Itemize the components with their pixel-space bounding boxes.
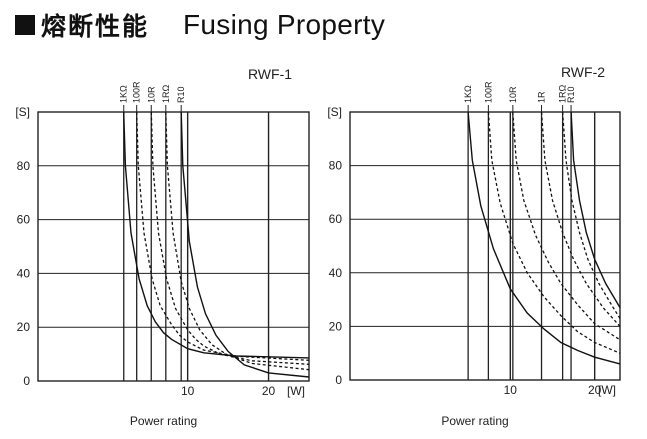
y-unit-label: [S] xyxy=(327,105,342,119)
series-label: 10R xyxy=(146,86,156,103)
y-tick-label: 20 xyxy=(17,320,31,334)
series-label: 1RΩ xyxy=(161,84,171,103)
y-tick-label: 60 xyxy=(329,212,343,226)
y-tick-label: 60 xyxy=(17,213,31,227)
plot-frame xyxy=(349,111,621,381)
y-tick-label: 0 xyxy=(335,373,342,387)
series-curve xyxy=(123,111,310,359)
chart-title: RWF-1 xyxy=(248,66,292,82)
heading: 熔断性能 Fusing Property xyxy=(0,8,385,42)
x-tick-label: 20 xyxy=(588,383,602,397)
x-unit-label: [W] xyxy=(598,383,616,397)
series-label: 10R xyxy=(508,86,518,103)
y-tick-label: 20 xyxy=(329,319,343,333)
y-tick-label: 40 xyxy=(329,266,343,280)
series-curve xyxy=(180,111,310,378)
series-label: R10 xyxy=(566,86,576,103)
heading-en: Fusing Property xyxy=(183,9,386,40)
series-label: 1KΩ xyxy=(463,85,473,103)
y-tick-label: 80 xyxy=(329,159,343,173)
x-tick-label: 20 xyxy=(262,384,276,398)
series-curve xyxy=(487,111,621,354)
x-unit-label: [W] xyxy=(287,384,305,398)
heading-square-icon xyxy=(15,15,35,35)
x-tick-label: 10 xyxy=(504,383,518,397)
x-axis-label: Power rating xyxy=(130,414,197,428)
series-label: 1R xyxy=(537,91,547,103)
series-label: 1RΩ xyxy=(558,84,568,103)
series-curve xyxy=(570,111,621,308)
heading-zh: 熔断性能 xyxy=(41,12,150,41)
x-tick-label: 10 xyxy=(181,384,195,398)
series-label: 100R xyxy=(483,81,493,103)
series-curve xyxy=(467,111,621,365)
series-label: 100R xyxy=(132,81,142,103)
y-tick-label: 40 xyxy=(17,266,31,280)
series-label: R10 xyxy=(176,86,186,103)
series-curve xyxy=(165,111,310,371)
y-tick-label: 80 xyxy=(17,159,31,173)
series-curve xyxy=(561,111,621,319)
plot-frame xyxy=(37,111,310,382)
series-curve xyxy=(150,111,310,365)
y-tick-label: 0 xyxy=(23,374,30,388)
chart-title: RWF-2 xyxy=(561,64,605,80)
series-curve xyxy=(512,111,621,341)
series-label: 1KΩ xyxy=(119,85,129,103)
y-unit-label: [S] xyxy=(15,105,30,119)
series-curve xyxy=(136,111,310,361)
x-axis-label: Power rating xyxy=(441,414,508,428)
series-curve xyxy=(540,111,621,327)
